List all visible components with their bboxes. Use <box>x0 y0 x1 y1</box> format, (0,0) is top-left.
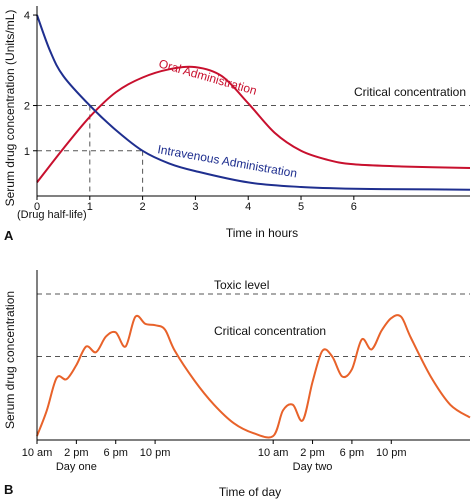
y-tick-label-4: 4 <box>24 10 30 22</box>
y-tick-label-2: 2 <box>24 101 30 113</box>
panel-a-y-axis-title: Serum drug concentration (Units/mL) <box>3 10 17 207</box>
toxic-level-label: Toxic level <box>214 278 269 292</box>
oral-administration-label: Oral Administration <box>157 56 258 97</box>
serum-concentration-curve <box>36 314 471 439</box>
panel-a-critical-label: Critical concentration <box>354 85 466 99</box>
time-tick-label-4: 10 pm <box>140 447 171 459</box>
panel-a-half-life-note: (Drug half-life) <box>17 209 87 221</box>
panel-b-x-axis-title: Time of day <box>219 485 281 499</box>
x-tick-label-6: 6 <box>351 201 357 213</box>
x-tick-label-0: 0 <box>34 201 40 213</box>
time-tick-label-1: 10 am <box>22 447 53 459</box>
panel-b-y-axis-title: Serum drug concentration <box>3 291 17 429</box>
oral-administration-curve <box>36 65 471 184</box>
intravenous-administration-label: Intravenous Administration <box>156 142 298 180</box>
time-tick-label-6: 2 pm <box>300 447 324 459</box>
panel-b-plot: 10 am 2 pm 6 pm 10 pm 10 am 2 pm 6 pm 10 pm Day … <box>22 293 471 473</box>
intravenous-administration-curve <box>36 14 471 191</box>
time-tick-label-5: 10 am <box>258 447 289 459</box>
x-tick-label-5: 5 <box>298 201 304 213</box>
panel-b: Serum drug concentration 10 am 2 pm 6 pm 10… <box>3 270 471 499</box>
panel-b-letter: B <box>4 482 13 497</box>
panel-a-x-axis-title: Time in hours <box>226 226 298 240</box>
y-tick-label-1: 1 <box>24 146 30 158</box>
panel-a-plot: 0 1 2 3 4 5 6 1 2 4 <box>24 10 471 213</box>
panel-a: Serum drug concentration (Units/mL) 0 1 2 3… <box>3 6 471 243</box>
time-tick-label-2: 2 pm <box>64 447 88 459</box>
panel-a-letter: A <box>4 228 14 243</box>
time-tick-label-7: 6 pm <box>340 447 364 459</box>
panel-b-critical-label: Critical concentration <box>214 324 326 338</box>
day-label-2: Day two <box>293 461 333 473</box>
x-tick-label-1: 1 <box>87 201 93 213</box>
x-tick-label-4: 4 <box>245 201 251 213</box>
time-tick-label-8: 10 pm <box>376 447 407 459</box>
x-tick-label-2: 2 <box>140 201 146 213</box>
day-label-1: Day one <box>56 461 97 473</box>
x-tick-label-3: 3 <box>192 201 198 213</box>
time-tick-label-3: 6 pm <box>103 447 127 459</box>
